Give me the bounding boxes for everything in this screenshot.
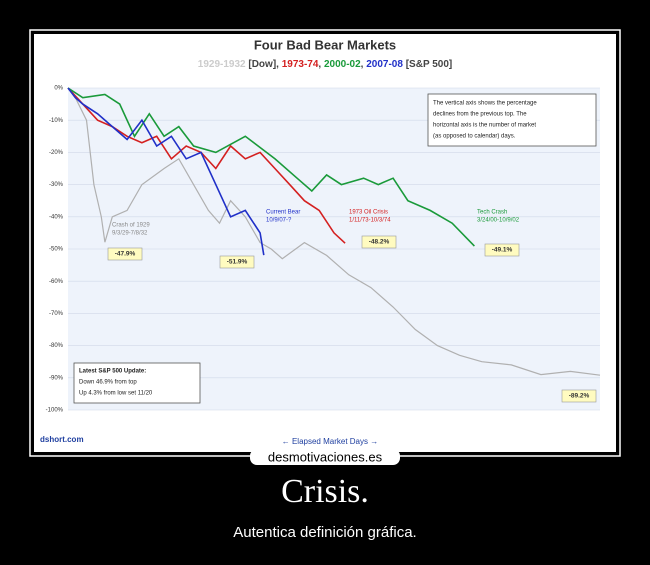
annotation-text: 3/24/00-10/9/02 (477, 218, 520, 224)
y-tick-label: -80% (49, 343, 64, 349)
update-box (73, 362, 201, 404)
annotation-badge-text: -49.1% (492, 247, 513, 254)
note-box (427, 93, 597, 147)
y-tick-label: -60% (49, 279, 64, 285)
source: dshort.com (40, 435, 84, 444)
subtitle-part: [S&P 500] (406, 59, 453, 70)
update-text: Down 46.9% from top (79, 380, 137, 386)
annotation-badge-text: -51.9% (227, 259, 248, 266)
annotation-badge (361, 235, 397, 249)
y-tick-label: -100% (46, 408, 64, 414)
x-axis-label: ← Elapsed Market Days → (282, 437, 378, 446)
subtitle-part: 2000-02 (324, 59, 361, 70)
subtitle-part: 1973-74 (282, 59, 319, 70)
annotation-text: 1973 Oil Crisis (349, 210, 388, 216)
subtitle-part: [Dow], (248, 59, 279, 70)
y-tick-label: -70% (49, 311, 64, 317)
watermark-pill (250, 449, 400, 465)
annotation-badge (561, 389, 597, 403)
annotation-text: Tech Crash (477, 210, 507, 216)
y-tick-label: -90% (49, 375, 64, 381)
poster-title: Crisis. (281, 473, 369, 510)
annotation-text: 9/3/29-7/8/32 (112, 231, 148, 237)
chart-subtitle: 1929-1932 [Dow], 1973-74, 2000-02, 2007-… (198, 59, 452, 70)
y-tick-label: -30% (49, 182, 64, 188)
annotation-badge-text: -89.2% (569, 393, 590, 400)
annotation-text: 10/9/07-? (266, 218, 292, 224)
annotation-text: 1/11/73-10/3/74 (349, 218, 391, 224)
y-tick-label: 0% (54, 86, 63, 92)
update-text: Up 4.3% from low set 11/20 (79, 391, 153, 397)
y-tick-label: -50% (49, 247, 64, 253)
subtitle-part: 2007-08 (366, 59, 403, 70)
note-text: horizontal axis is the number of market (433, 123, 536, 129)
poster-caption: Autentica definición gráfica. (233, 524, 416, 541)
annotation-badge-text: -48.2% (369, 239, 390, 246)
series-line (67, 87, 475, 247)
y-tick-label: -20% (49, 150, 64, 156)
annotation-text: Crash of 1929 (112, 223, 150, 229)
chart-title: Four Bad Bear Markets (254, 37, 396, 52)
annotation-text: Current Bear (266, 210, 300, 216)
y-tick-label: -40% (49, 214, 64, 220)
note-text: declines from the previous top. The (433, 112, 527, 118)
note-text: (as opposed to calendar) days. (433, 134, 516, 140)
y-tick-label: -10% (49, 118, 64, 124)
subtitle-part: 1929-1932 (198, 59, 246, 70)
series-line (67, 87, 265, 256)
annotation-badge (219, 255, 255, 269)
annotation-badge (484, 243, 520, 257)
update-text: Latest S&P 500 Update: (79, 369, 146, 375)
watermark: desmotivaciones.es (268, 449, 383, 464)
annotation-badge-text: -47.9% (115, 251, 136, 258)
series-line (67, 87, 601, 376)
annotation-badge (107, 247, 143, 261)
note-text: The vertical axis shows the percentage (433, 101, 537, 107)
